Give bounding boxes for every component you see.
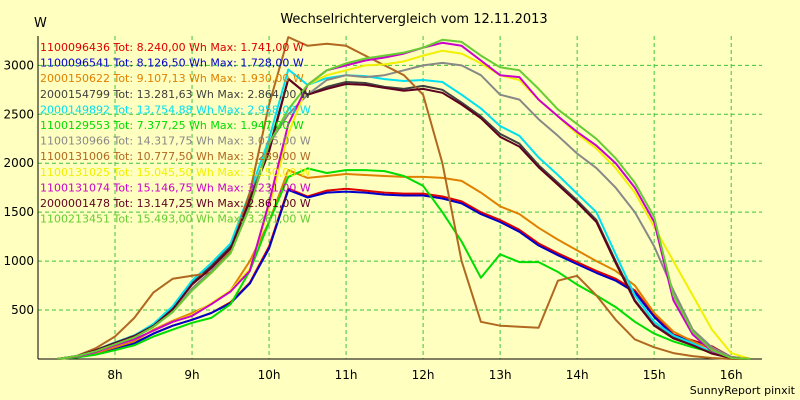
legend-entry: 2000001478 Tot: 13.147,25 Wh Max: 2.861,…	[40, 197, 311, 210]
series-line-11	[57, 38, 751, 360]
legend-entry: 1100096436 Tot: 8.240,00 Wh Max: 1.741,0…	[40, 41, 304, 54]
x-tick-label: 9h	[184, 368, 199, 382]
y-tick-label: 1500	[3, 205, 34, 219]
x-tick-label: 11h	[335, 368, 358, 382]
series-line-7	[57, 36, 751, 360]
legend: 1100096436 Tot: 8.240,00 Wh Max: 1.741,0…	[40, 41, 311, 226]
series-line-5	[57, 167, 751, 360]
legend-entry: 2000154799 Tot: 13.281,63 Wh Max: 2.864,…	[40, 88, 311, 101]
series-line-1	[57, 188, 751, 360]
x-tick-label: 8h	[107, 368, 122, 382]
y-tick-label: 2500	[3, 107, 34, 121]
chart-credit: SunnyReport pinxit	[690, 384, 796, 397]
y-tick-label: 3000	[3, 58, 34, 72]
legend-entry: 1100131006 Tot: 10.777,50 Wh Max: 3.289,…	[40, 150, 311, 163]
chart-title: Wechselrichtervergleich vom 12.11.2013	[280, 12, 547, 27]
legend-entry: 1100129553 Tot: 7.377,25 Wh Max: 1.947,0…	[40, 119, 304, 132]
legend-entry: 1100131025 Tot: 15.045,50 Wh Max: 3.150,…	[40, 166, 311, 179]
x-tick-label: 13h	[489, 368, 512, 382]
legend-entry: 2000149892 Tot: 13.754,88 Wh Max: 2.958,…	[40, 103, 311, 116]
x-tick-label: 16h	[720, 368, 743, 382]
y-tick-label: 1000	[3, 254, 34, 268]
x-tick-label: 14h	[566, 368, 589, 382]
grid-lines	[38, 36, 762, 359]
legend-entry: 1100213451 Tot: 15.493,00 Wh Max: 3.261,…	[40, 213, 311, 226]
x-tick-label: 12h	[412, 368, 435, 382]
series-lines	[57, 36, 751, 360]
tick-labels: 500 1000 1500 2000 2500 3000 8h 9h 10h 11h 12h 13h 1…	[3, 58, 742, 382]
series-line-4	[57, 68, 751, 360]
y-axis-unit: W	[34, 16, 47, 31]
legend-entry: 1100131074 Tot: 15.146,75 Wh Max: 3.231,…	[40, 181, 311, 194]
x-tick-label: 10h	[258, 368, 281, 382]
legend-entry: 1100130966 Tot: 14.317,75 Wh Max: 3.025,…	[40, 135, 311, 148]
legend-entry: 1100096541 Tot: 8.126,50 Wh Max: 1.728,0…	[40, 57, 304, 70]
axes	[37, 36, 762, 360]
legend-entry: 2000150622 Tot: 9.107,13 Wh Max: 1.930,0…	[40, 72, 304, 85]
x-tick-label: 15h	[643, 368, 666, 382]
y-tick-label: 2000	[3, 156, 34, 170]
series-line-10	[57, 78, 751, 360]
y-tick-label: 500	[11, 303, 34, 317]
